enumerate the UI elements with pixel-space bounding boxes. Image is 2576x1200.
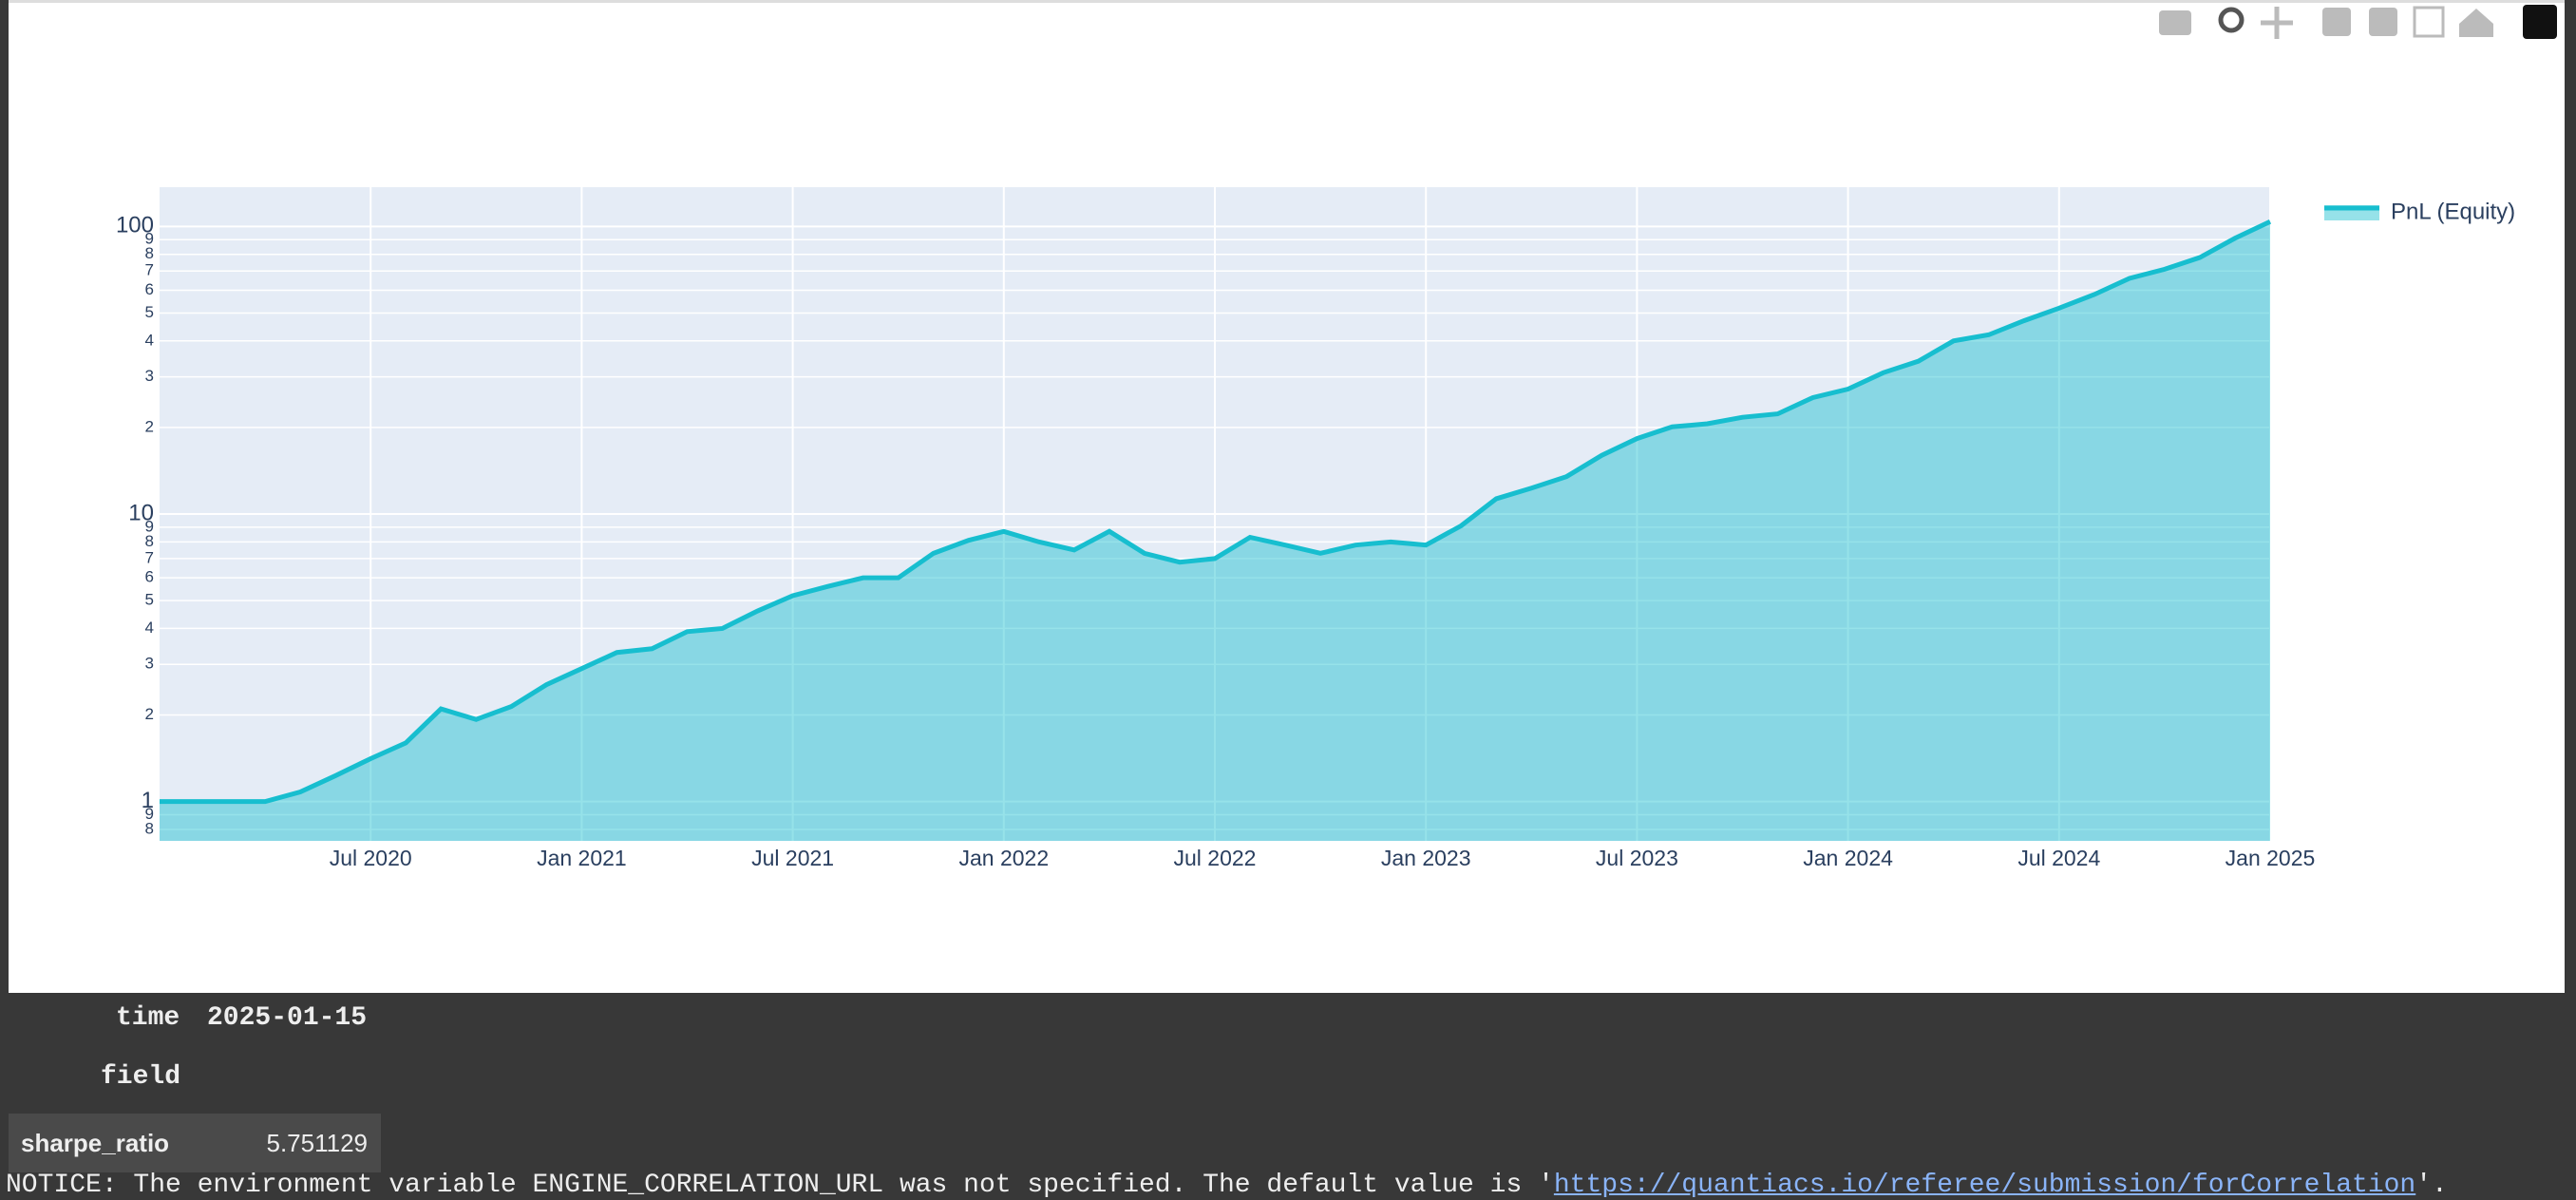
zoom-in-icon[interactable] [2322,8,2351,36]
x-tick-label: Jan 2022 [958,846,1049,870]
toolbar [2159,5,2557,39]
notice-link[interactable]: https://quantiacs.io/referee/submission/… [1553,1171,2416,1200]
y-tick-label: 2 [145,705,154,723]
y-tick-label: 6 [145,568,154,586]
y-tick-label: 3 [145,655,154,673]
y-tick-label: 8 [145,819,154,837]
notice: NOTICE: The environment variable ENGINE_… [6,1171,2448,1200]
row-value: 5.751129 [266,1129,368,1157]
plot-container: 8 9 1 2 3 4 5 6 7 8 9 10 2 3 4 5 6 7 8 9 100 Jul 2020 Jan 2021… [9,0,2565,993]
y-tick-label: 1 [142,788,154,813]
line [160,219,2272,805]
y-tick-label: 9 [145,805,154,823]
x-tick-label: Jul 2024 [2017,846,2100,870]
y-tick-label: 4 [145,619,154,637]
table-row: sharpe_ratio 5.751129 [9,1114,381,1172]
x-tick-label: Jul 2021 [751,846,834,870]
y-tick-label: 9 [145,230,154,248]
reset-icon[interactable] [2459,9,2493,37]
notice-end: '. [2415,1171,2448,1200]
column-name: field [101,1062,181,1092]
y-tick-label: 8 [145,532,154,550]
zoom-icon[interactable] [2218,7,2245,33]
y-tick-label: 10 [128,500,154,525]
y-tick-label: 3 [145,367,154,385]
x-tick-label: Jan 2021 [537,846,627,870]
y-tick-label: 8 [145,244,154,262]
y-tick-label: 7 [145,548,154,566]
plotly-logo[interactable] [2523,5,2557,39]
y-tick-label: 2 [145,417,154,435]
camera-icon[interactable] [2159,10,2191,35]
x-tick-label: Jan 2024 [1803,846,1893,870]
x-tick-label: Jul 2023 [1596,846,1678,870]
index-value: 2025-01-15 [207,1003,368,1033]
x-tick-label: Jan 2023 [1381,846,1471,870]
autoscale-icon[interactable] [2413,6,2445,38]
index-name: time [116,1003,180,1033]
row-label: sharpe_ratio [21,1129,170,1157]
x-tick-label: Jul 2020 [330,846,412,870]
y-tick-label: 7 [145,261,154,279]
y-tick-label: 5 [145,591,154,609]
x-tick-label: Jul 2022 [1174,846,1257,870]
x-tick-label: Jan 2025 [2226,846,2316,870]
area-fill [160,221,2270,841]
y-tick-label: 6 [145,280,154,298]
y-tick-label: 4 [145,331,154,349]
notice-text: NOTICE: The environment variable ENGINE_… [6,1171,1554,1200]
y-tick-label: 5 [145,303,154,321]
y-tick-label: 9 [145,517,154,535]
y-tick-label: 100 [116,213,154,238]
legend-label: PnL (Equity) [2391,199,2515,224]
zoom-out-icon[interactable] [2369,8,2397,36]
pan-icon[interactable] [2261,7,2293,39]
